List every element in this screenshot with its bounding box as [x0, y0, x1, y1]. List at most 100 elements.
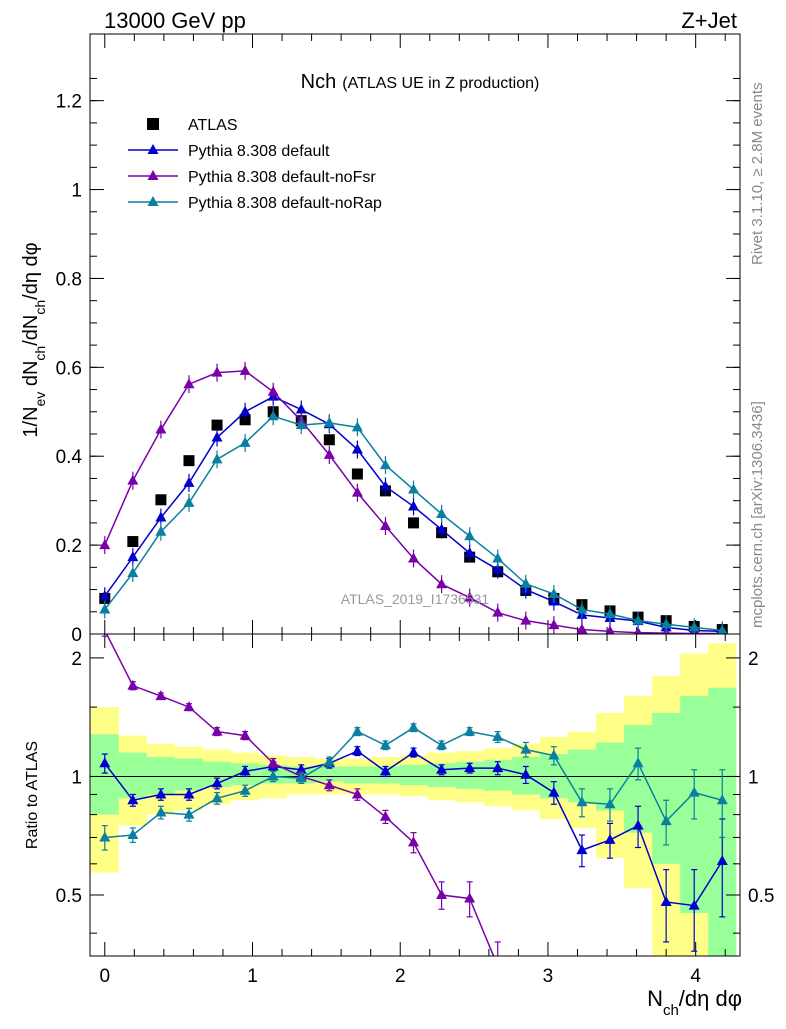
legend-marker — [147, 118, 159, 130]
mc-data-point — [127, 567, 139, 578]
mc-data-point — [183, 476, 195, 487]
legend-marker — [147, 144, 159, 154]
atlas-data-point — [211, 419, 223, 431]
mc-data-point — [239, 364, 251, 375]
ratio-data — [99, 634, 728, 956]
mc-data-point — [183, 496, 195, 507]
main-title: Nch (ATLAS UE in Z production) — [301, 71, 540, 93]
ratio-data-point — [576, 844, 588, 855]
mc-data-point — [239, 405, 251, 416]
mc-data-point — [239, 436, 251, 447]
ratio-data-point — [604, 798, 616, 809]
ratio-xtick-label: 2 — [395, 966, 406, 987]
ratio-data-point — [576, 796, 588, 807]
mc-data-point — [408, 500, 420, 511]
ratio-data-point — [632, 757, 644, 768]
ratio-xtick-label: 1 — [247, 966, 258, 987]
main-panel: 0 0.2 0.4 0.6 0.8 1 1.2 Nch (ATLAS UE in Z prod… — [20, 33, 741, 646]
mc-data-point — [211, 453, 223, 464]
mc-data-point — [492, 606, 504, 617]
ratio-data-point — [295, 772, 307, 783]
mcplots-label: mcplots.cern.ch [arXiv:1306.3436] — [749, 401, 766, 628]
mc-data-point — [155, 423, 167, 434]
ratio-data-point — [323, 779, 335, 790]
mc-data-point — [464, 591, 476, 602]
mc-data-point — [634, 626, 643, 634]
ratio-xtick-label: 3 — [543, 966, 554, 987]
ratio-data-point — [127, 679, 139, 690]
ratio-data-point — [267, 757, 279, 768]
mc-data-point — [323, 416, 335, 427]
ratio-data-point — [716, 854, 728, 865]
mc-data-point — [323, 448, 335, 459]
ratio-data-point — [183, 808, 195, 819]
ratio-data-point — [379, 810, 391, 821]
mc-data-point — [267, 410, 279, 421]
ratio-band-inner — [315, 766, 344, 782]
mc-data-point — [576, 623, 588, 634]
ratio-data-point — [351, 788, 363, 799]
legend-label: ATLAS — [188, 117, 238, 134]
mc-data-point — [155, 525, 167, 536]
mc-data-point — [548, 588, 560, 598]
atlas-data-point — [127, 536, 139, 548]
ratio-frame — [89, 633, 741, 957]
mc-data-point — [492, 552, 504, 563]
ratio-data-point — [155, 690, 167, 701]
mc-data-point — [295, 403, 307, 414]
ratio-data-point — [183, 701, 195, 712]
ratio-data-point — [436, 739, 448, 750]
ratio-band-inner — [343, 766, 372, 784]
ratio-data-point — [660, 815, 672, 826]
legend-label: Pythia 8.308 default — [188, 143, 330, 160]
ratio-data-point — [408, 746, 420, 757]
ratio-ytick-label: 1 — [71, 767, 82, 788]
ratio-data-point — [183, 788, 195, 799]
main-ytick-label: 0.6 — [56, 358, 82, 379]
mc-data-point — [408, 552, 420, 563]
ratio-xtick-label: 4 — [690, 966, 701, 987]
x-axis-label: Nch/dη dφ — [647, 986, 742, 1019]
mc-data-point — [267, 385, 279, 396]
main-ytick-label: 0.2 — [56, 536, 82, 557]
main-ytick-label: 1.2 — [56, 92, 82, 113]
ratio-data-point — [351, 725, 363, 736]
ratio-data-point — [211, 792, 223, 803]
mc-data-point — [660, 618, 672, 629]
ratio-data-point — [436, 763, 448, 774]
ratio-data-point — [688, 899, 700, 910]
ratio-data-point — [548, 749, 560, 760]
ratio-data-point — [660, 895, 672, 906]
ratio-panel: 0.5 0.5 1 1 2 2 0 1 2 3 4 Ratio to ATLAS Nch/dη dφ — [24, 633, 774, 1019]
mc-data-point — [408, 483, 420, 494]
ratio-ytick-label: 0.5 — [56, 886, 82, 907]
mc-data-point — [379, 459, 391, 470]
legend: ATLAS Pythia 8.308 default Pythia 8.308 de… — [128, 117, 382, 212]
ratio-data-point — [351, 745, 363, 756]
main-ytick-label: 0 — [71, 625, 82, 646]
mc-data-point — [520, 614, 532, 625]
mc-data-point — [379, 520, 391, 530]
ratio-data-point — [99, 757, 111, 768]
mc-data-point — [351, 443, 363, 454]
mc-data-point — [295, 419, 307, 430]
mc-data-point — [211, 431, 223, 442]
mc-data-point — [127, 474, 139, 485]
mc-data-point — [211, 366, 223, 377]
ratio-ytick-label-right: 1 — [748, 767, 759, 788]
ratio-xtick-label: 0 — [99, 966, 110, 987]
mc-data-point — [436, 578, 448, 589]
ratio-band-inner — [174, 758, 204, 791]
process-label: Z+Jet — [681, 8, 737, 33]
energy-label: 13000 GeV pp — [104, 8, 246, 33]
ratio-data-point — [408, 836, 420, 847]
mc-data-point — [99, 603, 111, 614]
ratio-data-point — [604, 833, 616, 844]
mc-data-point — [155, 511, 167, 522]
ratio-data-point — [127, 794, 139, 805]
main-data — [99, 361, 728, 634]
ratio-ylabel: Ratio to ATLAS — [24, 741, 41, 849]
ratio-data-point — [464, 725, 476, 736]
legend-label: Pythia 8.308 default-noFsr — [188, 169, 376, 186]
